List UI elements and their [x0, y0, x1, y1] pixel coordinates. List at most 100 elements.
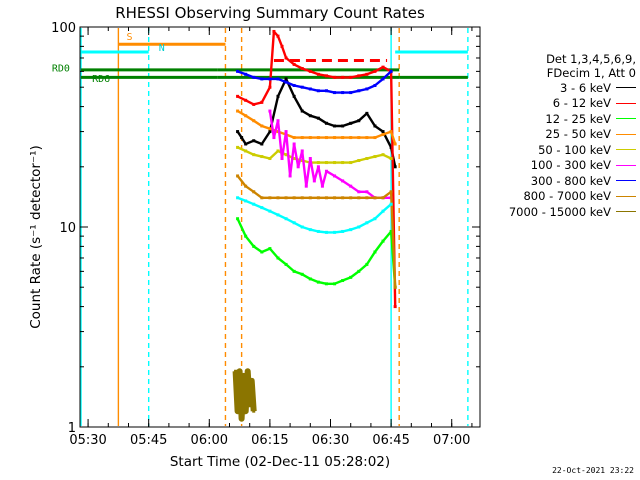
data-point	[373, 196, 377, 200]
data-point	[316, 136, 320, 140]
data-point	[292, 83, 296, 87]
data-point	[357, 136, 361, 140]
data-point	[236, 69, 240, 73]
data-point	[244, 409, 248, 413]
data-point	[341, 229, 345, 233]
data-point	[320, 184, 324, 188]
data-point	[268, 157, 272, 161]
data-point	[284, 217, 288, 221]
data-point	[349, 91, 353, 95]
data-point	[393, 142, 397, 146]
data-point	[373, 83, 377, 87]
data-point	[238, 369, 242, 373]
y-tick-label: 10	[59, 221, 76, 236]
data-point	[268, 130, 272, 134]
data-point	[349, 196, 353, 200]
data-point	[236, 145, 240, 149]
data-point	[300, 225, 304, 229]
data-point	[284, 77, 288, 81]
series-line-25-50-kev	[236, 109, 397, 145]
data-point	[260, 196, 264, 200]
data-point	[240, 136, 244, 140]
data-point	[300, 67, 304, 71]
data-point	[389, 130, 393, 134]
data-point	[300, 196, 304, 200]
chart-legend: Det 1,3,4,5,6,9, FDecim 1, Att 0 3 - 6 k…	[486, 52, 636, 220]
data-point	[260, 100, 264, 104]
data-point	[324, 161, 328, 165]
legend-item-label: 100 - 300 keV	[530, 158, 611, 173]
data-point	[276, 256, 280, 260]
data-point	[365, 111, 369, 115]
x-tick-label: 07:00	[433, 433, 470, 448]
data-point	[276, 119, 280, 123]
legend-swatch	[616, 164, 636, 166]
data-point	[260, 155, 264, 159]
y-axis-ticks: 1 10 100	[51, 21, 480, 436]
data-point	[252, 75, 256, 79]
data-point	[349, 121, 353, 125]
data-point	[389, 202, 393, 206]
data-point	[292, 62, 296, 66]
legend-header-decim: FDecim 1, Att 0	[546, 66, 636, 80]
legend-swatch	[616, 149, 636, 151]
data-point	[365, 72, 369, 76]
data-point	[244, 142, 248, 146]
data-point	[333, 174, 337, 178]
data-point	[276, 34, 280, 38]
data-point	[292, 196, 296, 200]
data-point	[276, 77, 280, 81]
data-point	[365, 196, 369, 200]
data-point	[308, 87, 312, 91]
data-point	[284, 196, 288, 200]
data-point	[268, 77, 272, 81]
data-point	[260, 250, 264, 254]
data-point	[300, 85, 304, 89]
data-point	[341, 161, 345, 165]
data-point	[316, 72, 320, 76]
y-axis-label: Count Rate (s⁻¹ detector⁻¹)	[28, 145, 44, 329]
data-point	[373, 124, 377, 128]
data-point	[357, 225, 361, 229]
data-point	[300, 136, 304, 140]
x-tick-label: 06:00	[191, 433, 228, 448]
render-timestamp: 22-Oct-2021 23:22	[552, 466, 634, 475]
data-point	[296, 165, 300, 169]
data-point	[333, 161, 337, 165]
x-axis-ticks: 05:30 05:45 06:00 06:15 06:30 06:45 07:00	[69, 27, 473, 448]
data-point	[349, 75, 353, 79]
data-point	[381, 77, 385, 81]
data-point	[288, 174, 292, 178]
data-point	[276, 213, 280, 217]
data-point	[236, 217, 240, 221]
data-point	[300, 149, 304, 153]
data-point	[252, 409, 256, 413]
data-point	[349, 275, 353, 279]
data-point	[268, 247, 272, 251]
data-point	[284, 153, 288, 157]
data-point	[284, 130, 288, 134]
data-point	[365, 87, 369, 91]
data-point	[252, 190, 256, 194]
data-point	[357, 89, 361, 93]
data-point	[373, 136, 377, 140]
data-point	[236, 196, 240, 200]
data-point	[357, 190, 361, 194]
legend-item: 300 - 800 keV	[486, 173, 636, 189]
data-point	[316, 229, 320, 233]
flag-label-s: S	[126, 32, 132, 43]
legend-item-label: 6 - 12 keV	[552, 96, 611, 111]
data-point	[373, 250, 377, 254]
data-point	[260, 124, 264, 128]
flag-label-rd0: RD0	[52, 63, 70, 74]
data-point	[349, 136, 353, 140]
data-point	[333, 282, 337, 286]
data-point	[341, 179, 345, 183]
data-point	[268, 109, 272, 113]
data-point	[381, 196, 385, 200]
data-point	[357, 269, 361, 273]
data-point	[280, 44, 284, 48]
data-point	[246, 369, 250, 373]
data-point	[292, 269, 296, 273]
data-point	[236, 130, 240, 134]
